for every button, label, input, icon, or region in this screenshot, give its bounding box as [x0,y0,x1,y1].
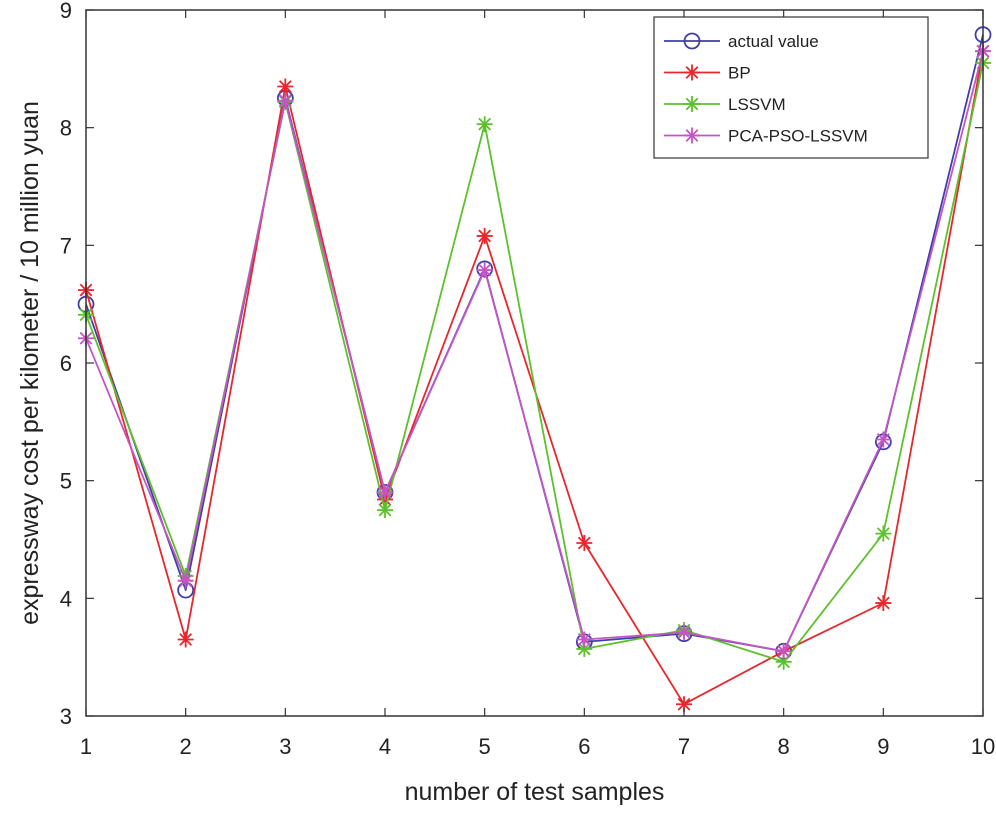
data-point [676,624,692,641]
legend: actual value BP LSSVM PCA-PSO-LSSVM [653,16,929,159]
data-point [177,631,194,648]
legend-marker [683,32,701,50]
x-tick-label: 8 [778,734,790,759]
series-layer [77,26,992,713]
data-point [277,78,294,95]
x-tick-label: 1 [80,734,92,759]
data-point [377,484,393,501]
data-point [277,92,294,109]
series-line [85,50,984,653]
legend-item: actual value [664,32,819,51]
data-point [775,653,792,670]
data-point [576,631,593,648]
legend-item: BP [664,64,751,83]
ticks-layer: 1 2 3 4 5 6 7 8 9 10 3 4 5 6 7 8 9 [60,0,995,759]
x-axis-label: number of test samples [405,778,665,806]
x-tick-label: 4 [379,734,391,759]
series-4 [78,43,991,660]
y-tick-label: 6 [60,351,72,376]
data-point [775,643,792,660]
data-point [476,227,493,244]
data-point [476,116,493,133]
data-point [576,535,593,552]
x-tick-label: 9 [877,734,889,759]
y-axis-label: expressway cost per kilometer / 10 milli… [16,101,44,625]
y-tick-label: 5 [60,469,72,494]
x-tick-label: 5 [479,734,491,759]
x-tick-label: 7 [678,734,690,759]
data-point [377,502,393,519]
data-point [875,525,892,542]
data-point [875,431,892,448]
x-tick-label: 3 [279,734,291,759]
legend-item: PCA-PSO-LSSVM [664,127,868,146]
y-tick-label: 4 [60,586,72,611]
y-tick-label: 8 [60,116,72,141]
data-point [177,572,194,589]
data-point [576,640,593,657]
legend-marker [684,96,700,112]
legend-marker [684,127,700,144]
legend-marker [684,64,700,81]
x-tick-label: 10 [971,734,995,759]
data-point [476,262,493,279]
y-tick-label: 3 [60,704,72,729]
legend-item: LSSVM [664,95,786,114]
legend-label: actual value [728,32,819,51]
legend-label: BP [728,64,751,83]
x-tick-label: 2 [180,734,192,759]
legend-label: LSSVM [728,95,786,114]
data-point [875,595,892,612]
legend-label: PCA-PSO-LSSVM [728,127,868,146]
y-tick-label: 9 [60,0,72,23]
x-tick-label: 6 [578,734,590,759]
y-tick-label: 7 [60,233,72,258]
